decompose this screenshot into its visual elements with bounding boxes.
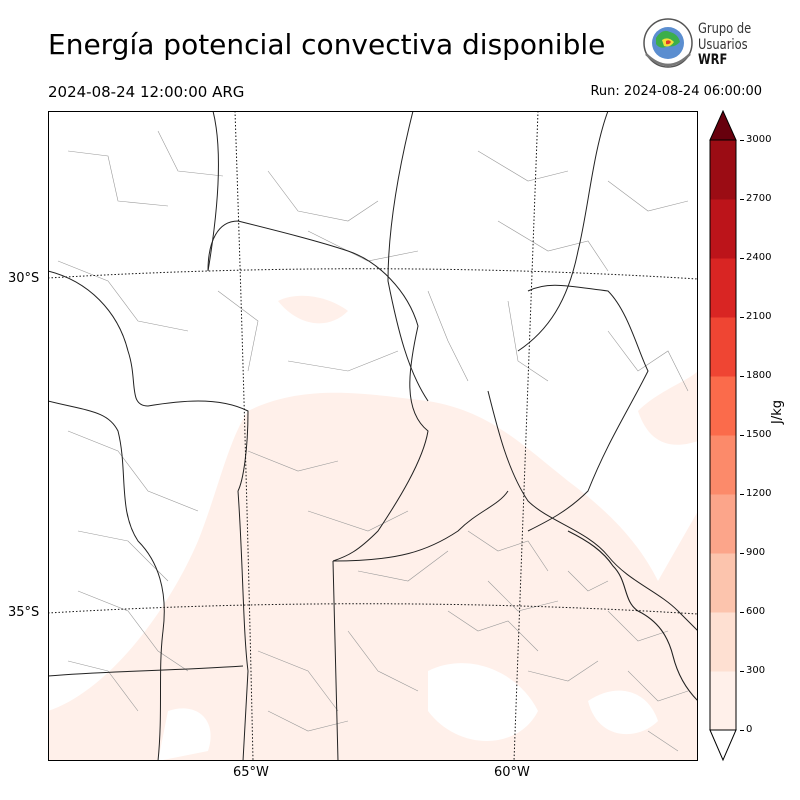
- colorbar-over-arrow: [709, 110, 737, 141]
- colorbar-tick-label: 900: [746, 547, 766, 558]
- logo-line-2: Usuarios: [698, 37, 748, 53]
- map-frame: [48, 111, 698, 761]
- colorbar-tick-mark: [740, 317, 744, 318]
- colorbar-bin: [710, 494, 736, 554]
- colorbar-tick-mark: [740, 494, 744, 495]
- colorbar-bin: [710, 612, 736, 672]
- colorbar-tick-mark: [740, 730, 744, 731]
- colorbar-tick-label: 2400: [746, 252, 772, 263]
- cape-clear-patches: [158, 663, 658, 761]
- colorbar-tick-label: 300: [746, 665, 766, 676]
- logo-line-3: WRF: [698, 52, 728, 68]
- colorbar-outline: [709, 139, 737, 731]
- cape-map: [48, 111, 698, 761]
- colorbar-bin: [710, 140, 736, 200]
- colorbar-bins: [710, 140, 736, 731]
- colorbar-bin: [710, 671, 736, 731]
- county-boundaries: [57, 130, 689, 752]
- colorbar-tick-label: 2100: [746, 311, 772, 322]
- colorbar-tick-label: 1200: [746, 488, 772, 499]
- colorbar-tick-label: 3000: [746, 134, 772, 145]
- colorbar-tick-mark: [740, 553, 744, 554]
- lon-label-65w: 65°W: [233, 765, 269, 780]
- group-logo: Grupo de Usuarios WRF: [638, 14, 768, 74]
- colorbar-tick-mark: [740, 140, 744, 141]
- graticule-lines: [48, 111, 698, 761]
- province-boundaries: [48, 111, 698, 761]
- colorbar-tick-mark: [740, 199, 744, 200]
- colorbar: [709, 110, 737, 762]
- colorbar-bin: [710, 317, 736, 377]
- colorbar-tick-mark: [740, 612, 744, 613]
- colorbar-tick-label: 600: [746, 606, 766, 617]
- colorbar-tick-mark: [740, 376, 744, 377]
- colorbar-tick-mark: [740, 671, 744, 672]
- globe-icon: [643, 18, 693, 68]
- colorbar-tick-label: 0: [746, 724, 753, 735]
- colorbar-bin: [710, 199, 736, 259]
- colorbar-tick-label: 1500: [746, 429, 772, 440]
- colorbar-bin: [710, 553, 736, 613]
- coastline: [567, 530, 698, 702]
- map-title: Energía potencial convectiva disponible: [48, 28, 606, 61]
- colorbar-tick-mark: [740, 258, 744, 259]
- valid-time: 2024-08-24 12:00:00 ARG: [48, 83, 245, 101]
- colorbar-bin: [710, 258, 736, 318]
- run-time: Run: 2024-08-24 06:00:00: [590, 84, 762, 99]
- logo-line-1: Grupo de: [698, 21, 752, 37]
- lat-label-35s: 35°S: [8, 605, 40, 620]
- colorbar-tick-mark: [740, 435, 744, 436]
- colorbar-bin: [710, 376, 736, 436]
- colorbar-tick-label: 1800: [746, 370, 772, 381]
- colorbar-tick-label: 2700: [746, 193, 772, 204]
- colorbar-unit-label: J/kg: [770, 400, 785, 424]
- colorbar-under-arrow: [709, 729, 737, 762]
- lon-label-60w: 60°W: [494, 765, 530, 780]
- cape-shading: [48, 295, 698, 761]
- colorbar-bin: [710, 435, 736, 495]
- lat-label-30s: 30°S: [8, 271, 40, 286]
